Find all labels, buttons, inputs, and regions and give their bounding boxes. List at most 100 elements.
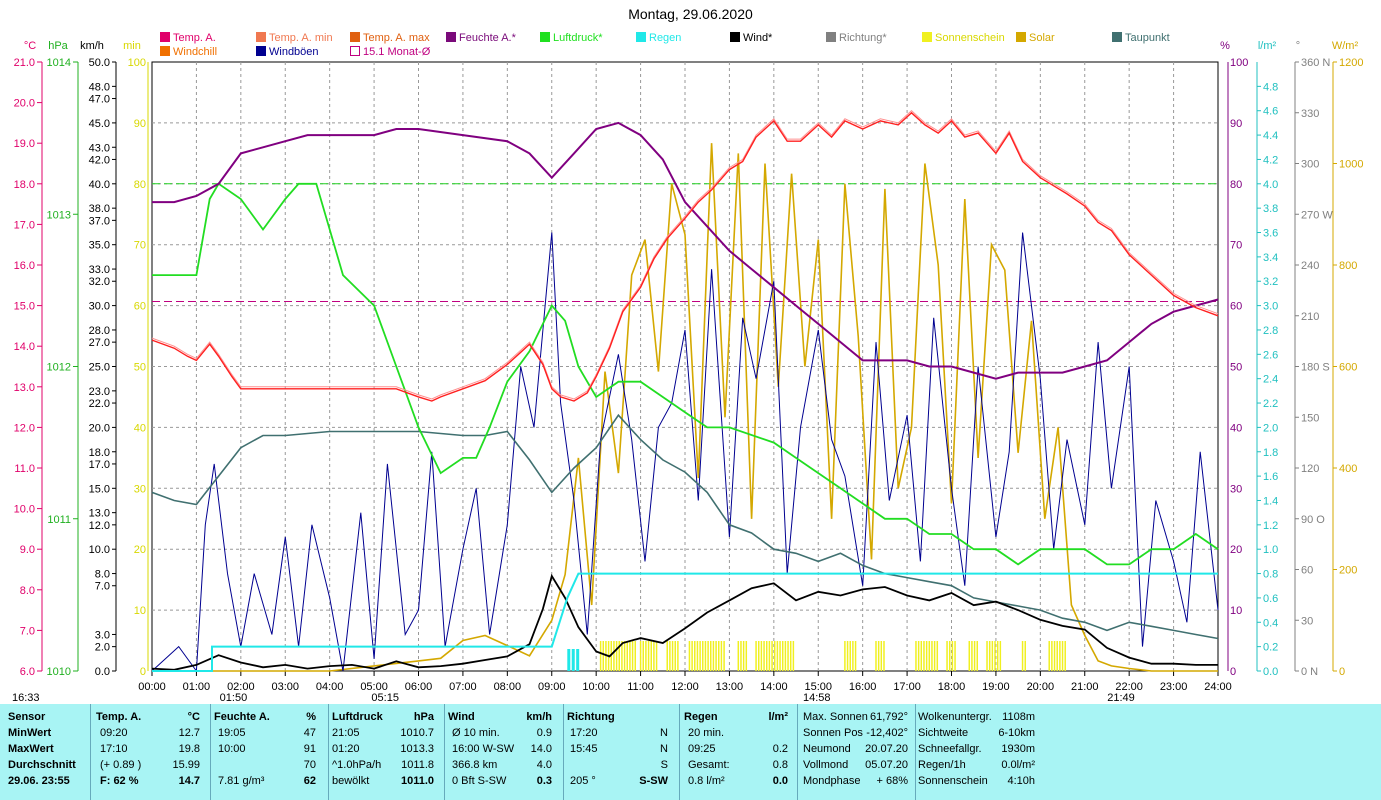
stats-hum-val: 91 [303,743,316,755]
tick-label-time: 21:00 [1071,681,1099,693]
stats-divider [915,704,916,800]
tick-label-wind: 7.0 [95,581,110,593]
tick-label-wind: 0.0 [95,666,110,678]
tick-label-solar: 600 [1339,362,1357,374]
marker-transit: 14:58 [803,692,831,704]
tick-label-temp: 7.0 [20,625,35,637]
legend-label: Windchill [173,46,218,58]
tick-label-deg: 150 [1301,412,1319,424]
stats-press-time: bewölkt [332,775,370,787]
chart-svg: °C hPa km/h min% l/m² ° W/m²21.020.019.018.017… [12,40,1363,704]
tick-label-min: 50 [134,362,146,374]
tick-label-pressure: 1014 [47,57,71,69]
legend-label: Temp. A. [173,32,216,44]
tick-label-wind: 30.0 [89,301,110,313]
marker-dawn: 01:50 [220,692,248,704]
tick-label-min: 90 [134,118,146,130]
tick-label-rain: 0.2 [1263,642,1278,654]
stats-hum-val: 62 [303,775,316,787]
stats-weather-val: 1930m [1001,743,1035,755]
tick-label-temp: 13.0 [14,382,35,394]
legend-swatch [636,32,646,42]
legend-entry: Regen [636,32,681,44]
tick-label-temp: 8.0 [20,585,35,597]
tick-label-wind: 22.0 [89,398,110,410]
stats-header-temp: Temp. A. [96,711,142,723]
stats-hum-time: 10:00 [218,743,246,755]
stats-dir-val: S-SW [639,775,668,787]
tick-label-min: 70 [134,240,146,252]
tick-label-wind: 45.0 [89,118,110,130]
stats-press-time: ^1.0hPa/h [332,759,382,771]
legend-label: Richtung* [839,32,887,44]
stats-divider [328,704,329,800]
tick-label-temp: 14.0 [14,341,35,353]
stats-astro-key: Mondphase [803,775,861,787]
stats-weather-key: Wolkenuntergr. [918,711,992,723]
tick-label-deg: 120 [1301,463,1319,475]
legend-label: Temp. A. min [269,32,333,44]
tick-label-time: 24:00 [1204,681,1232,693]
tick-label-time: 03:00 [271,681,299,693]
legend-label: Taupunkt [1125,32,1170,44]
stats-press-val: 1013.3 [400,743,434,755]
legend-label: Windböen [269,46,319,58]
tick-label-time: 17:00 [893,681,921,693]
stats-header-wind: Wind [448,711,475,723]
stats-temp-time: 09:20 [100,727,128,739]
stats-weather-val: 0.0l/m² [1001,759,1035,771]
tick-label-time: 14:00 [760,681,788,693]
tick-label-min: 30 [134,483,146,495]
tick-label-min: 10 [134,605,146,617]
tick-label-time: 22:00 [1115,681,1143,693]
stats-astro-key: Max. Sonnen [803,711,868,723]
stats-temp-val: 15.99 [172,759,200,771]
stats-wind-val: 0.9 [536,727,552,739]
tick-label-humidity: 70 [1230,240,1242,252]
tick-label-rain: 1.0 [1263,544,1278,556]
tick-label-humidity: 20 [1230,544,1242,556]
stats-rain-time: 0.8 l/m² [688,775,725,787]
stats-header-rain: Regen [684,711,718,723]
stats-temp-val: 14.7 [178,775,200,787]
tick-label-wind: 18.0 [89,447,110,459]
stats-hum-time: 7.81 g/m³ [218,775,265,787]
tick-label-time: 23:00 [1160,681,1188,693]
tick-label-deg: 30 [1301,615,1313,627]
stats-header-press-unit: hPa [413,711,434,723]
stats-weather-key: Sichtweite [918,727,969,739]
stats-divider [563,704,564,800]
tick-label-time: 15:00 [804,681,832,693]
tick-label-wind: 15.0 [89,483,110,495]
tick-label-humidity: 80 [1230,179,1242,191]
stats-panel: Sensor Temp. A. °C Feuchte A.% Luftdruck hPa W… [0,704,1381,800]
tick-label-time: 16:00 [849,681,877,693]
tick-label-rain: 1.2 [1263,520,1278,532]
tick-label-rain: 3.6 [1263,228,1278,240]
legend-label: Sonnenschein [935,32,1005,44]
rain-bar [567,649,571,671]
tick-label-solar: 1000 [1339,159,1363,171]
tick-label-temp: 19.0 [14,138,35,150]
tick-label-deg: 330 [1301,108,1319,120]
tick-label-time: 19:00 [982,681,1010,693]
legend-entry: Solar [1016,32,1055,44]
rain-bar [576,649,580,671]
tick-label-wind: 25.0 [89,362,110,374]
tick-label-time: 09:00 [538,681,566,693]
stats-divider [797,704,798,800]
tick-label-time: 01:00 [183,681,211,693]
tick-label-temp: 17.0 [14,219,35,231]
legend-entry: Temp. A. max [350,32,430,44]
stats-hum-time: 19:05 [218,727,246,739]
legend-entry: Windböen [256,46,319,58]
series-temp-max [151,110,1219,400]
stats-dir-val: S [660,759,668,771]
axis-unit-rain: l/m² [1258,40,1277,52]
tick-label-rain: 2.2 [1263,398,1278,410]
stats-wind-time: 0 Bft S-SW [452,775,507,787]
tick-label-time: 06:00 [405,681,433,693]
stats-header-hum: Feuchte A. [214,711,270,723]
marker-sunset: 21:49 [1107,692,1135,704]
stats-dir-time: 17:20 [570,727,598,739]
